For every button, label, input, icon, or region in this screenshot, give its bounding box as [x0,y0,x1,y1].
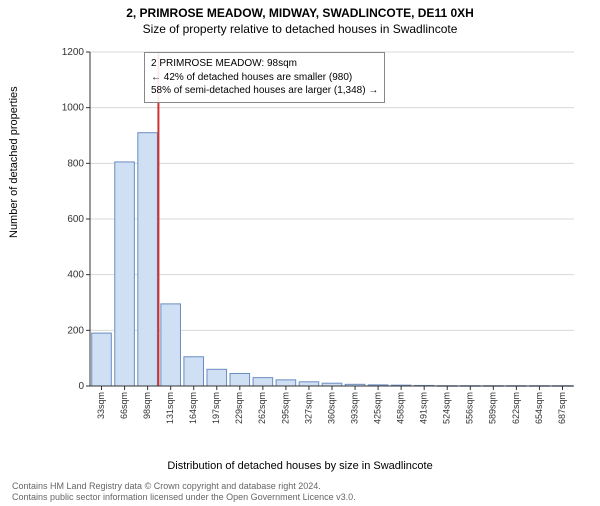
svg-text:327sqm: 327sqm [303,392,313,424]
svg-text:491sqm: 491sqm [419,392,429,424]
annotation-line-3: 58% of semi-detached houses are larger (… [151,84,378,98]
svg-text:1200: 1200 [62,48,85,58]
svg-text:229sqm: 229sqm [234,392,244,424]
svg-text:66sqm: 66sqm [119,392,129,419]
chart-title-line2: Size of property relative to detached ho… [0,22,600,36]
svg-text:622sqm: 622sqm [511,392,521,424]
x-axis-label: Distribution of detached houses by size … [0,460,600,472]
svg-text:131sqm: 131sqm [165,392,175,424]
svg-text:458sqm: 458sqm [396,392,406,424]
svg-text:360sqm: 360sqm [326,392,336,424]
annotation-line-2: ← 42% of detached houses are smaller (98… [151,71,378,85]
svg-text:98sqm: 98sqm [142,392,152,419]
svg-text:0: 0 [78,381,84,392]
svg-text:425sqm: 425sqm [372,392,382,424]
svg-text:589sqm: 589sqm [488,392,498,424]
svg-text:556sqm: 556sqm [465,392,475,424]
svg-text:262sqm: 262sqm [257,392,267,424]
bar-chart: 0 200 400 600 800 1000 1200 33sqm 66sqm 98sqm 131s… [60,48,580,428]
svg-text:600: 600 [67,214,84,225]
svg-text:197sqm: 197sqm [211,392,221,424]
svg-text:33sqm: 33sqm [96,392,106,419]
svg-text:800: 800 [67,158,84,169]
svg-text:654sqm: 654sqm [534,392,544,424]
svg-text:524sqm: 524sqm [442,392,452,424]
annotation-box: 2 PRIMROSE MEADOW: 98sqm ← 42% of detach… [144,52,385,103]
chart-area: 0 200 400 600 800 1000 1200 33sqm 66sqm 98sqm 131s… [60,48,580,428]
svg-text:295sqm: 295sqm [280,392,290,424]
svg-text:200: 200 [67,325,84,336]
footer-line-2: Contains public sector information licen… [12,492,356,503]
svg-text:393sqm: 393sqm [349,392,359,424]
svg-text:1000: 1000 [62,103,85,114]
footer-line-1: Contains HM Land Registry data © Crown c… [12,481,356,492]
y-axis-label: Number of detached properties [8,86,20,238]
svg-text:164sqm: 164sqm [188,392,198,424]
svg-text:400: 400 [67,270,84,281]
chart-title-line1: 2, PRIMROSE MEADOW, MIDWAY, SWADLINCOTE,… [0,6,600,20]
annotation-line-1: 2 PRIMROSE MEADOW: 98sqm [151,57,378,71]
svg-text:687sqm: 687sqm [557,392,567,424]
